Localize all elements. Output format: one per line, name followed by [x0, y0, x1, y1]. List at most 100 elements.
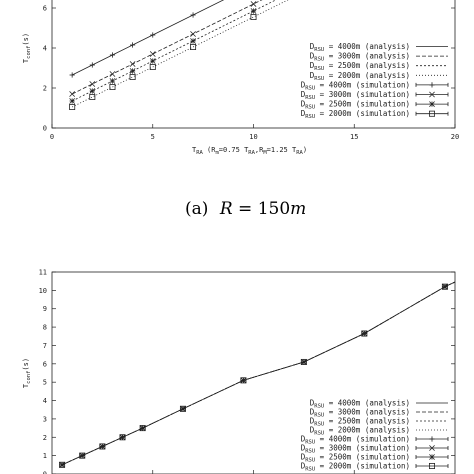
bottom-series-7-point-4-stroke [119, 434, 126, 441]
top-xlabel-sub4: M [263, 150, 267, 156]
top-series-6-point-2 [89, 81, 96, 87]
top-legend-entry-7-name: D [301, 100, 306, 109]
bottom-legend-entry-7-sub: RSU [305, 458, 315, 464]
top-legend-entry-2-name: D [310, 52, 315, 61]
top-series-7-point-1-stroke [69, 98, 76, 104]
bottom-legend-entry-1-sub: RSU [314, 404, 324, 410]
top-series-6-point-6-stroke [190, 31, 196, 37]
bottom-ytick-label-1: 1 [43, 452, 47, 460]
top-series-8-point-5-box [149, 64, 156, 71]
top-series-7-point-6 [190, 38, 196, 44]
bottom-legend-entry-8-text: = 2000m (simulation) [315, 462, 410, 471]
top-series-8-point-6-box [190, 44, 197, 51]
top-xlabel-main: T [192, 146, 197, 154]
top-series-8-point-4 [129, 74, 136, 81]
top-series-line-2 [71, 0, 263, 95]
bottom-series-7-point-6 [180, 405, 186, 412]
top-series-6-point-3 [109, 71, 116, 77]
top-series-7-point-5 [149, 58, 156, 64]
top-series-5-point-3 [109, 52, 116, 58]
top-series-6-point-7 [250, 1, 257, 7]
top-series-7-point-2-stroke [89, 88, 96, 94]
top-xlabel-rest2: =0.75 T [219, 146, 249, 154]
top-series-8-point-7-box [250, 13, 257, 20]
top-ytick-label-1: 2 [43, 85, 47, 93]
bottom-legend-entry-3-text: = 2500m (analysis) [324, 417, 410, 426]
top-legend-entry-1-sub: RSU [314, 47, 324, 53]
top-series-8-point-3-box [109, 84, 116, 91]
top-legend-entry-5: DRSU = 4000m (simulation) [301, 80, 410, 91]
top-legend-entry-3: DRSU = 2500m (analysis) [310, 61, 410, 72]
top-series-5-point-1 [69, 72, 75, 78]
bottom-series-7-point-8 [300, 359, 307, 365]
bottom-legend-entry-5: DRSU = 4000m (simulation) [301, 435, 410, 446]
bottom-legend-entry-5-sub: RSU [305, 440, 315, 446]
bottom-plot-frame [51, 271, 456, 474]
bottom-ytick-label-4: 4 [43, 397, 47, 405]
top-xlabel-sub2: m [215, 150, 219, 156]
top-series-5-point-4 [130, 42, 136, 48]
top-legend-entry-2: DRSU = 3000m (analysis) [310, 52, 410, 63]
top-series-8-point-5 [149, 64, 156, 71]
bottom-legend-entry-2: DRSU = 3000m (analysis) [310, 408, 410, 419]
bottom-ytick-label-8: 8 [43, 324, 47, 332]
top-legend-entry-5-sub: RSU [305, 85, 315, 91]
top-series-6-point-2-stroke [89, 81, 96, 87]
legend-sample-8-marker [428, 462, 435, 469]
legend-sample-7-marker [429, 454, 435, 460]
top-legend-entry-2-text: = 3000m (analysis) [324, 52, 410, 61]
bottom-legend-entry-7-name: D [301, 453, 306, 462]
bottom-legend-entry-3-name: D [310, 417, 315, 426]
bottom-legend-entry-8: DRSU = 2000m (simulation) [301, 462, 410, 473]
legend-sample-8-marker [428, 110, 435, 117]
top-series-7-point-5-stroke [149, 58, 156, 64]
legend-sample-8-marker-box [428, 110, 435, 117]
svg-text:(a) R = 150m: (a) R = 150m [185, 199, 306, 219]
bottom-series-8-point-3 [99, 443, 106, 450]
top-xlabel-rest3: ,R [255, 146, 264, 154]
top-xlabel-sub5: RA [296, 150, 303, 156]
top-legend-entry-6-sub: RSU [305, 95, 315, 101]
top-ylabel-suffix: (s) [22, 33, 30, 46]
bottom-series-7-point-6-stroke [180, 405, 186, 412]
bottom-legend-entry-4-sub: RSU [314, 431, 324, 437]
bottom-series-7-point-10-stroke [442, 283, 448, 290]
top-legend-entry-4: DRSU = 2000m (analysis) [310, 71, 410, 82]
legend-sample-6-marker-stroke [429, 91, 435, 98]
bottom-legend-entry-4-text: = 2000m (analysis) [324, 426, 410, 435]
bottom-ytick-label-2: 2 [43, 434, 47, 442]
bottom-series-7-point-5 [139, 425, 146, 431]
bottom-ytick-label-10: 10 [39, 287, 47, 295]
top-legend-entry-1-text: = 4000m (analysis) [324, 42, 410, 51]
top-legend-entry-7: DRSU = 2500m (simulation) [301, 100, 410, 111]
top-xtick-label-4: 20 [451, 133, 459, 141]
top-series-group [69, 0, 289, 111]
legend-sample-7-marker [429, 101, 435, 107]
bottom-series-7-point-9-stroke [361, 330, 368, 337]
top-legend-entry-4-sub: RSU [314, 76, 324, 82]
top-series-8-point-4-box [129, 74, 136, 81]
top-xtick-label-3: 15 [350, 133, 358, 141]
top-legend-entry-7-sub: RSU [305, 105, 315, 111]
top-xlabel-rest: (R [203, 146, 216, 154]
top-legend-entry-3-sub: RSU [314, 66, 324, 72]
caption-symbol: R [219, 199, 233, 219]
bottom-series-8-point-1-box [59, 461, 66, 468]
top-legend-entry-8: DRSU = 2000m (simulation) [301, 109, 410, 120]
bottom-series-group [59, 281, 455, 468]
top-series-6-point-4-stroke [129, 61, 136, 67]
bottom-series-8-point-2 [79, 452, 86, 459]
top-legend-entry-5-name: D [301, 80, 306, 89]
bottom-series-8-point-7 [240, 377, 247, 384]
bottom-legend-entry-7-text: = 2500m (simulation) [315, 453, 410, 462]
legend-sample-5-marker [429, 82, 435, 88]
legend-sample-8-marker-box [428, 462, 435, 469]
bottom-series-8-point-10-box [441, 283, 448, 290]
top-series-6-point-6 [190, 31, 196, 37]
bottom-series-7-point-3-stroke [99, 443, 106, 450]
bottom-ytick-label-11: 11 [39, 269, 47, 277]
bottom-series-8-point-2-box [79, 452, 86, 459]
bottom-legend-entry-2-sub: RSU [314, 413, 324, 419]
top-series-8-point-2-box [89, 94, 96, 101]
bottom-series-7-point-9 [361, 330, 368, 337]
